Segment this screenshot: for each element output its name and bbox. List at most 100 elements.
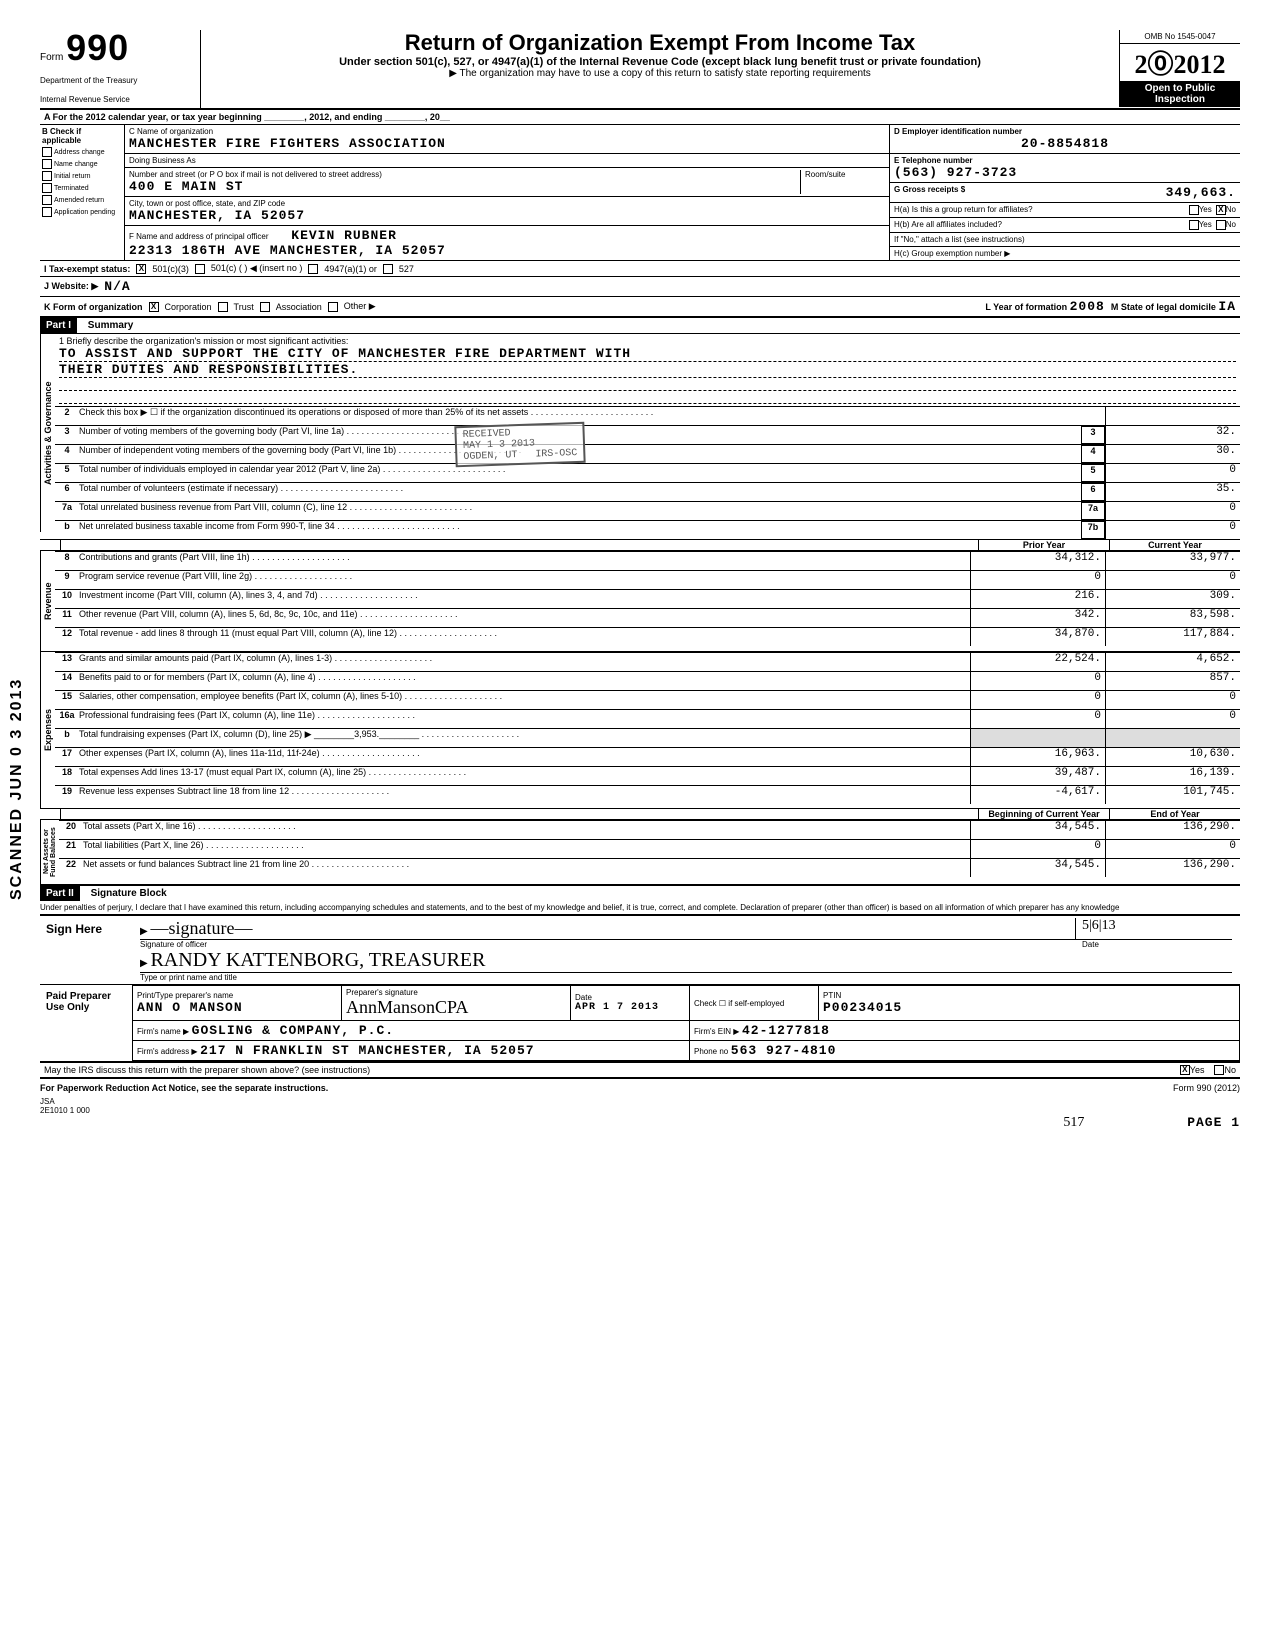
part1-body: Activities & Governance 1 Briefly descri… (40, 333, 1240, 540)
ha-no-box[interactable] (1216, 205, 1226, 215)
chk-association[interactable] (260, 302, 270, 312)
hb-no-box[interactable] (1216, 220, 1226, 230)
city-label: City, town or post office, state, and ZI… (129, 199, 885, 208)
form-number: 990 (66, 27, 129, 68)
row-k: K Form of organization Corporation Trust… (40, 297, 1240, 318)
hc-label: H(c) Group exemption number ▶ (890, 247, 1240, 260)
chk-name-change[interactable]: Name change (42, 159, 122, 169)
chk-4947[interactable] (308, 264, 318, 274)
firm-addr-label: Firm's address ▶ (137, 1047, 198, 1056)
expenses-block: Expenses 13Grants and similar amounts pa… (40, 651, 1240, 808)
chk-address-change[interactable]: Address change (42, 147, 122, 157)
check-self-employed[interactable]: Check ☐ if self-employed (690, 986, 819, 1021)
governance-content: 1 Briefly describe the organization's mi… (55, 334, 1240, 539)
expense-lines-line-19: 19Revenue less expenses Subtract line 18… (55, 785, 1240, 804)
perjury-statement: Under penalties of perjury, I declare th… (40, 901, 1240, 914)
ha-label: H(a) Is this a group return for affiliat… (894, 205, 1189, 215)
chk-initial-return[interactable]: Initial return (42, 171, 122, 181)
firm-name-label: Firm's name ▶ (137, 1027, 189, 1036)
ptin-label: PTIN (823, 991, 1235, 1000)
section-hb-row: H(b) Are all affiliates included? Yes No (890, 218, 1240, 233)
expense-lines-line-18: 18Total expenses Add lines 13-17 (must e… (55, 766, 1240, 785)
activities-governance-label: Activities & Governance (40, 334, 55, 532)
end-year-header: End of Year (1109, 809, 1240, 819)
sign-here-row: Sign Here ▶ —signature— 5|6|13 Signature… (40, 916, 1240, 985)
expense-lines: 13Grants and similar amounts paid (Part … (55, 652, 1240, 808)
year-digits: 2012 (1174, 50, 1226, 79)
ein-label: D Employer identification number (894, 127, 1236, 136)
net-col-header: Beginning of Current Year End of Year (40, 808, 1240, 820)
mission-blank-2 (59, 391, 1236, 404)
chk-trust[interactable] (218, 302, 228, 312)
firm-ein: 42-1277818 (742, 1023, 830, 1038)
irs-discuss-row: May the IRS discuss this return with the… (40, 1063, 1240, 1079)
jsa-label: JSA (40, 1097, 1240, 1106)
firm-phone: 563 927-4810 (731, 1043, 837, 1058)
net-lines-line-22: 22Net assets or fund balances Subtract l… (59, 858, 1240, 877)
expense-lines-line-b: bTotal fundraising expenses (Part IX, co… (55, 728, 1240, 747)
chk-terminated[interactable]: Terminated (42, 183, 122, 193)
subtitle: Under section 501(c), 527, or 4947(a)(1)… (211, 56, 1109, 68)
irs-no-box[interactable] (1214, 1065, 1224, 1075)
chk-other[interactable] (328, 302, 338, 312)
chk-501c3[interactable] (136, 264, 146, 274)
paperwork-notice: For Paperwork Reduction Act Notice, see … (40, 1083, 328, 1093)
section-g-row: G Gross receipts $ 349,663. (890, 183, 1240, 203)
title-box: Return of Organization Exempt From Incom… (201, 30, 1119, 79)
section-b-label: B Check if applicable (42, 127, 122, 145)
chk-amended[interactable]: Amended return (42, 195, 122, 205)
officer-name: KEVIN RUBNER (291, 228, 397, 243)
section-b-checks: B Check if applicable Address change Nam… (40, 125, 125, 260)
org-name-label: C Name of organization (129, 127, 885, 136)
street-row: Number and street (or P O box if mail is… (125, 168, 889, 197)
part-1-badge: Part I (40, 318, 77, 333)
hb-yes-box[interactable] (1189, 220, 1199, 230)
two-col-header: Prior Year Current Year (40, 540, 1240, 551)
signature-block: Sign Here ▶ —signature— 5|6|13 Signature… (40, 914, 1240, 1063)
org-name-row: C Name of organization MANCHESTER FIRE F… (125, 125, 889, 154)
net-lines: 20Total assets (Part X, line 16) . . . .… (59, 820, 1240, 884)
revenue-block: Revenue 8Contributions and grants (Part … (40, 551, 1240, 651)
chk-corporation[interactable] (149, 302, 159, 312)
form-number-box: Form 990 Department of the Treasury Inte… (40, 30, 201, 108)
chk-501c[interactable] (195, 264, 205, 274)
sign-date: 5|6|13 (1075, 918, 1232, 939)
revenue-lines-line-12: 12Total revenue - add lines 8 through 11… (55, 627, 1240, 646)
typed-name: RANDY KATTENBORG, TREASURER (150, 949, 485, 971)
gov-line-7a: 7aTotal unrelated business revenue from … (55, 501, 1240, 520)
row-k-label: K Form of organization (44, 302, 143, 312)
reporting-note: ▶ The organization may have to use a cop… (211, 68, 1109, 79)
expense-lines-line-17: 17Other expenses (Part IX, column (A), l… (55, 747, 1240, 766)
section-e-row: E Telephone number (563) 927-3723 (890, 154, 1240, 183)
chk-application-pending[interactable]: Application pending (42, 207, 122, 217)
form-header: Form 990 Department of the Treasury Inte… (40, 30, 1240, 110)
revenue-label: Revenue (40, 551, 55, 651)
officer-label: F Name and address of principal officer (129, 232, 268, 241)
paid-preparer-label: Paid Preparer Use Only (40, 985, 132, 1061)
paid-preparer-row: Paid Preparer Use Only Print/Type prepar… (40, 985, 1240, 1061)
irs-yes-box[interactable] (1180, 1065, 1190, 1075)
gross-receipts-label: G Gross receipts $ (894, 185, 965, 200)
current-year-header: Current Year (1109, 540, 1240, 550)
state-domicile-val: IA (1218, 299, 1236, 314)
org-name-value: MANCHESTER FIRE FIGHTERS ASSOCIATION (129, 136, 885, 151)
chk-527[interactable] (383, 264, 393, 274)
part-1-summary: Summary (80, 320, 134, 331)
part-2-header-row: Part II Signature Block (40, 886, 1240, 901)
net-lines-line-21: 21Total liabilities (Part X, line 26) . … (59, 839, 1240, 858)
officer-row: F Name and address of principal officer … (125, 226, 889, 260)
irs-discuss-text: May the IRS discuss this return with the… (44, 1065, 1180, 1075)
net-lines-line-20: 20Total assets (Part X, line 16) . . . .… (59, 820, 1240, 839)
jsa-code: 2E1010 1 000 (40, 1106, 1240, 1115)
ha-yes-box[interactable] (1189, 205, 1199, 215)
netassets-block: Net Assets or Fund Balances 20Total asse… (40, 820, 1240, 886)
year-formation-val: 2008 (1070, 299, 1105, 314)
main-title: Return of Organization Exempt From Incom… (211, 30, 1109, 56)
row-i-label: I Tax-exempt status: (44, 264, 130, 274)
expense-lines-line-14: 14Benefits paid to or for members (Part … (55, 671, 1240, 690)
form-page: SCANNED JUN 0 3 2013 Form 990 Department… (0, 0, 1280, 1161)
expense-lines-line-16a: 16aProfessional fundraising fees (Part I… (55, 709, 1240, 728)
mission-label: 1 Briefly describe the organization's mi… (59, 336, 1236, 346)
handwritten-517: 517 (1063, 1115, 1084, 1130)
omb-number: OMB No 1545-0047 (1120, 30, 1240, 44)
